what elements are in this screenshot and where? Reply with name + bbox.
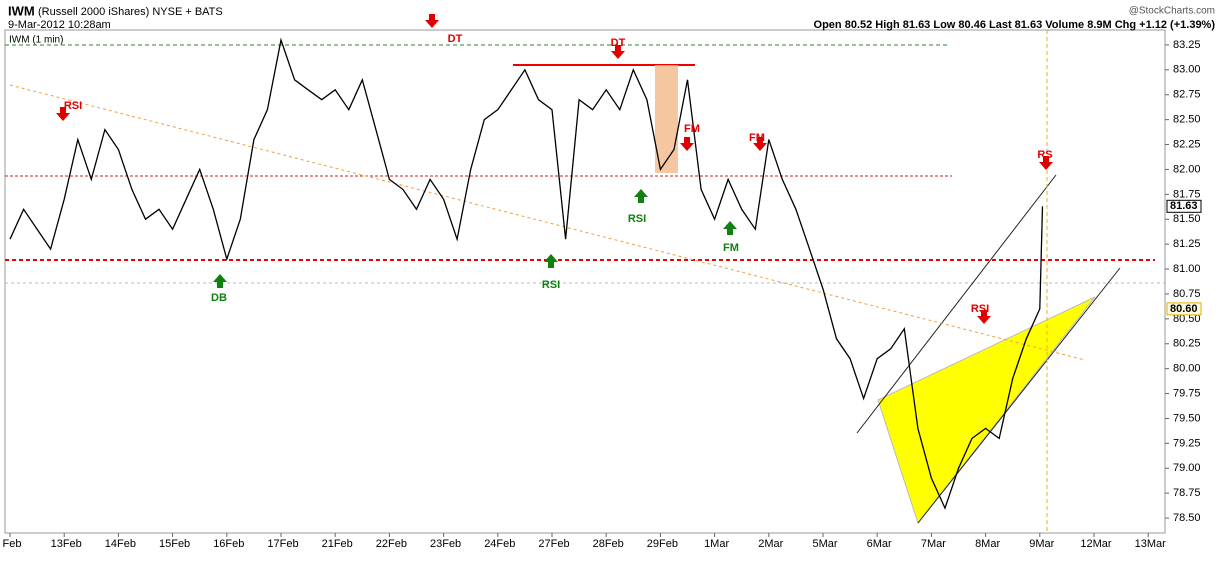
moving-average <box>9 84 1086 361</box>
annotation: DT <box>611 37 626 49</box>
trend-line <box>856 174 1057 434</box>
trend-line <box>917 267 1121 524</box>
y-tick-label: 80.50 <box>1173 313 1201 325</box>
y-tick-label: 82.00 <box>1173 163 1201 175</box>
annotation: RSI <box>64 100 82 112</box>
y-tick-label: 80.25 <box>1173 338 1201 350</box>
wedge <box>877 296 1096 525</box>
x-tick-label: 6Mar <box>867 538 892 550</box>
y-tick-label: 80.75 <box>1173 288 1201 300</box>
x-tick-label: 22Feb <box>376 538 407 550</box>
price-box <box>1166 302 1202 316</box>
signal-arrow <box>1039 156 1053 170</box>
signal-arrow <box>56 107 70 121</box>
y-tick-label: 79.25 <box>1173 437 1201 449</box>
signal-arrow <box>213 274 227 288</box>
annotation: DT <box>448 33 463 45</box>
price-box <box>1166 199 1202 213</box>
y-tick-label: 82.75 <box>1173 89 1201 101</box>
y-tick-label: 82.25 <box>1173 138 1201 150</box>
y-tick-label: 81.50 <box>1173 213 1201 225</box>
annotation: FM <box>684 123 700 135</box>
x-tick-label: 1Mar <box>704 538 729 550</box>
x-tick-label: 9Mar <box>1029 538 1054 550</box>
source: @StockCharts.com <box>1129 6 1215 17</box>
signal-arrow <box>723 221 737 235</box>
x-tick-label: Feb <box>3 538 22 550</box>
x-tick-label: 5Mar <box>812 538 837 550</box>
annotation: RSI <box>971 303 989 315</box>
description: (Russell 2000 iShares) NYSE + BATS <box>38 6 223 18</box>
x-tick-label: 7Mar <box>921 538 946 550</box>
x-tick-label: 12Mar <box>1080 538 1112 550</box>
y-tick-label: 81.75 <box>1173 188 1201 200</box>
y-tick-label: 79.75 <box>1173 387 1201 399</box>
signal-arrow <box>753 137 767 151</box>
price-label: 80.60 <box>1170 303 1198 315</box>
annotation: RSI <box>542 279 560 291</box>
y-tick-label: 82.50 <box>1173 114 1201 126</box>
x-tick-label: 21Feb <box>322 538 353 550</box>
symbol: IWM <box>8 3 35 18</box>
y-tick-label: 81.25 <box>1173 238 1201 250</box>
annotation: RSI <box>628 213 646 225</box>
annotation: DB <box>211 292 227 304</box>
signal-arrow <box>680 137 694 151</box>
y-tick-label: 78.75 <box>1173 487 1201 499</box>
signal-arrow <box>425 14 439 28</box>
legend-label: IWM (1 min) <box>9 35 63 46</box>
x-tick-label: 13Mar <box>1135 538 1167 550</box>
y-tick-label: 78.50 <box>1173 512 1201 524</box>
signal-arrow <box>611 45 625 59</box>
x-tick-label: 13Feb <box>51 538 82 550</box>
y-tick-label: 79.50 <box>1173 412 1201 424</box>
x-tick-label: 29Feb <box>647 538 678 550</box>
y-tick-label: 80.00 <box>1173 363 1201 375</box>
x-tick-label: 17Feb <box>267 538 298 550</box>
y-tick-label: 83.00 <box>1173 64 1201 76</box>
signal-arrow <box>634 189 648 203</box>
x-tick-label: 27Feb <box>538 538 569 550</box>
x-tick-label: 24Feb <box>484 538 515 550</box>
x-tick-label: 14Feb <box>105 538 136 550</box>
x-tick-label: 8Mar <box>975 538 1000 550</box>
timestamp: 9-Mar-2012 10:28am <box>8 19 111 31</box>
quote: Open 80.52 High 81.63 Low 80.46 Last 81.… <box>814 19 1216 31</box>
price-line <box>9 37 1044 510</box>
x-tick-label: 23Feb <box>430 538 461 550</box>
price-label: 81.63 <box>1170 200 1198 212</box>
plot-frame <box>4 29 1166 534</box>
annotation: FM <box>723 242 739 254</box>
x-tick-label: 2Mar <box>758 538 783 550</box>
x-tick-label: 28Feb <box>593 538 624 550</box>
signal-arrow <box>977 310 991 324</box>
y-tick-label: 79.00 <box>1173 462 1201 474</box>
highlight-box <box>655 65 678 173</box>
signal-arrow <box>544 254 558 268</box>
x-tick-label: 15Feb <box>159 538 190 550</box>
annotation: RS <box>1037 149 1052 161</box>
x-tick-label: 16Feb <box>213 538 244 550</box>
y-tick-label: 83.25 <box>1173 39 1201 51</box>
y-tick-label: 81.00 <box>1173 263 1201 275</box>
annotation: FM <box>749 132 765 144</box>
